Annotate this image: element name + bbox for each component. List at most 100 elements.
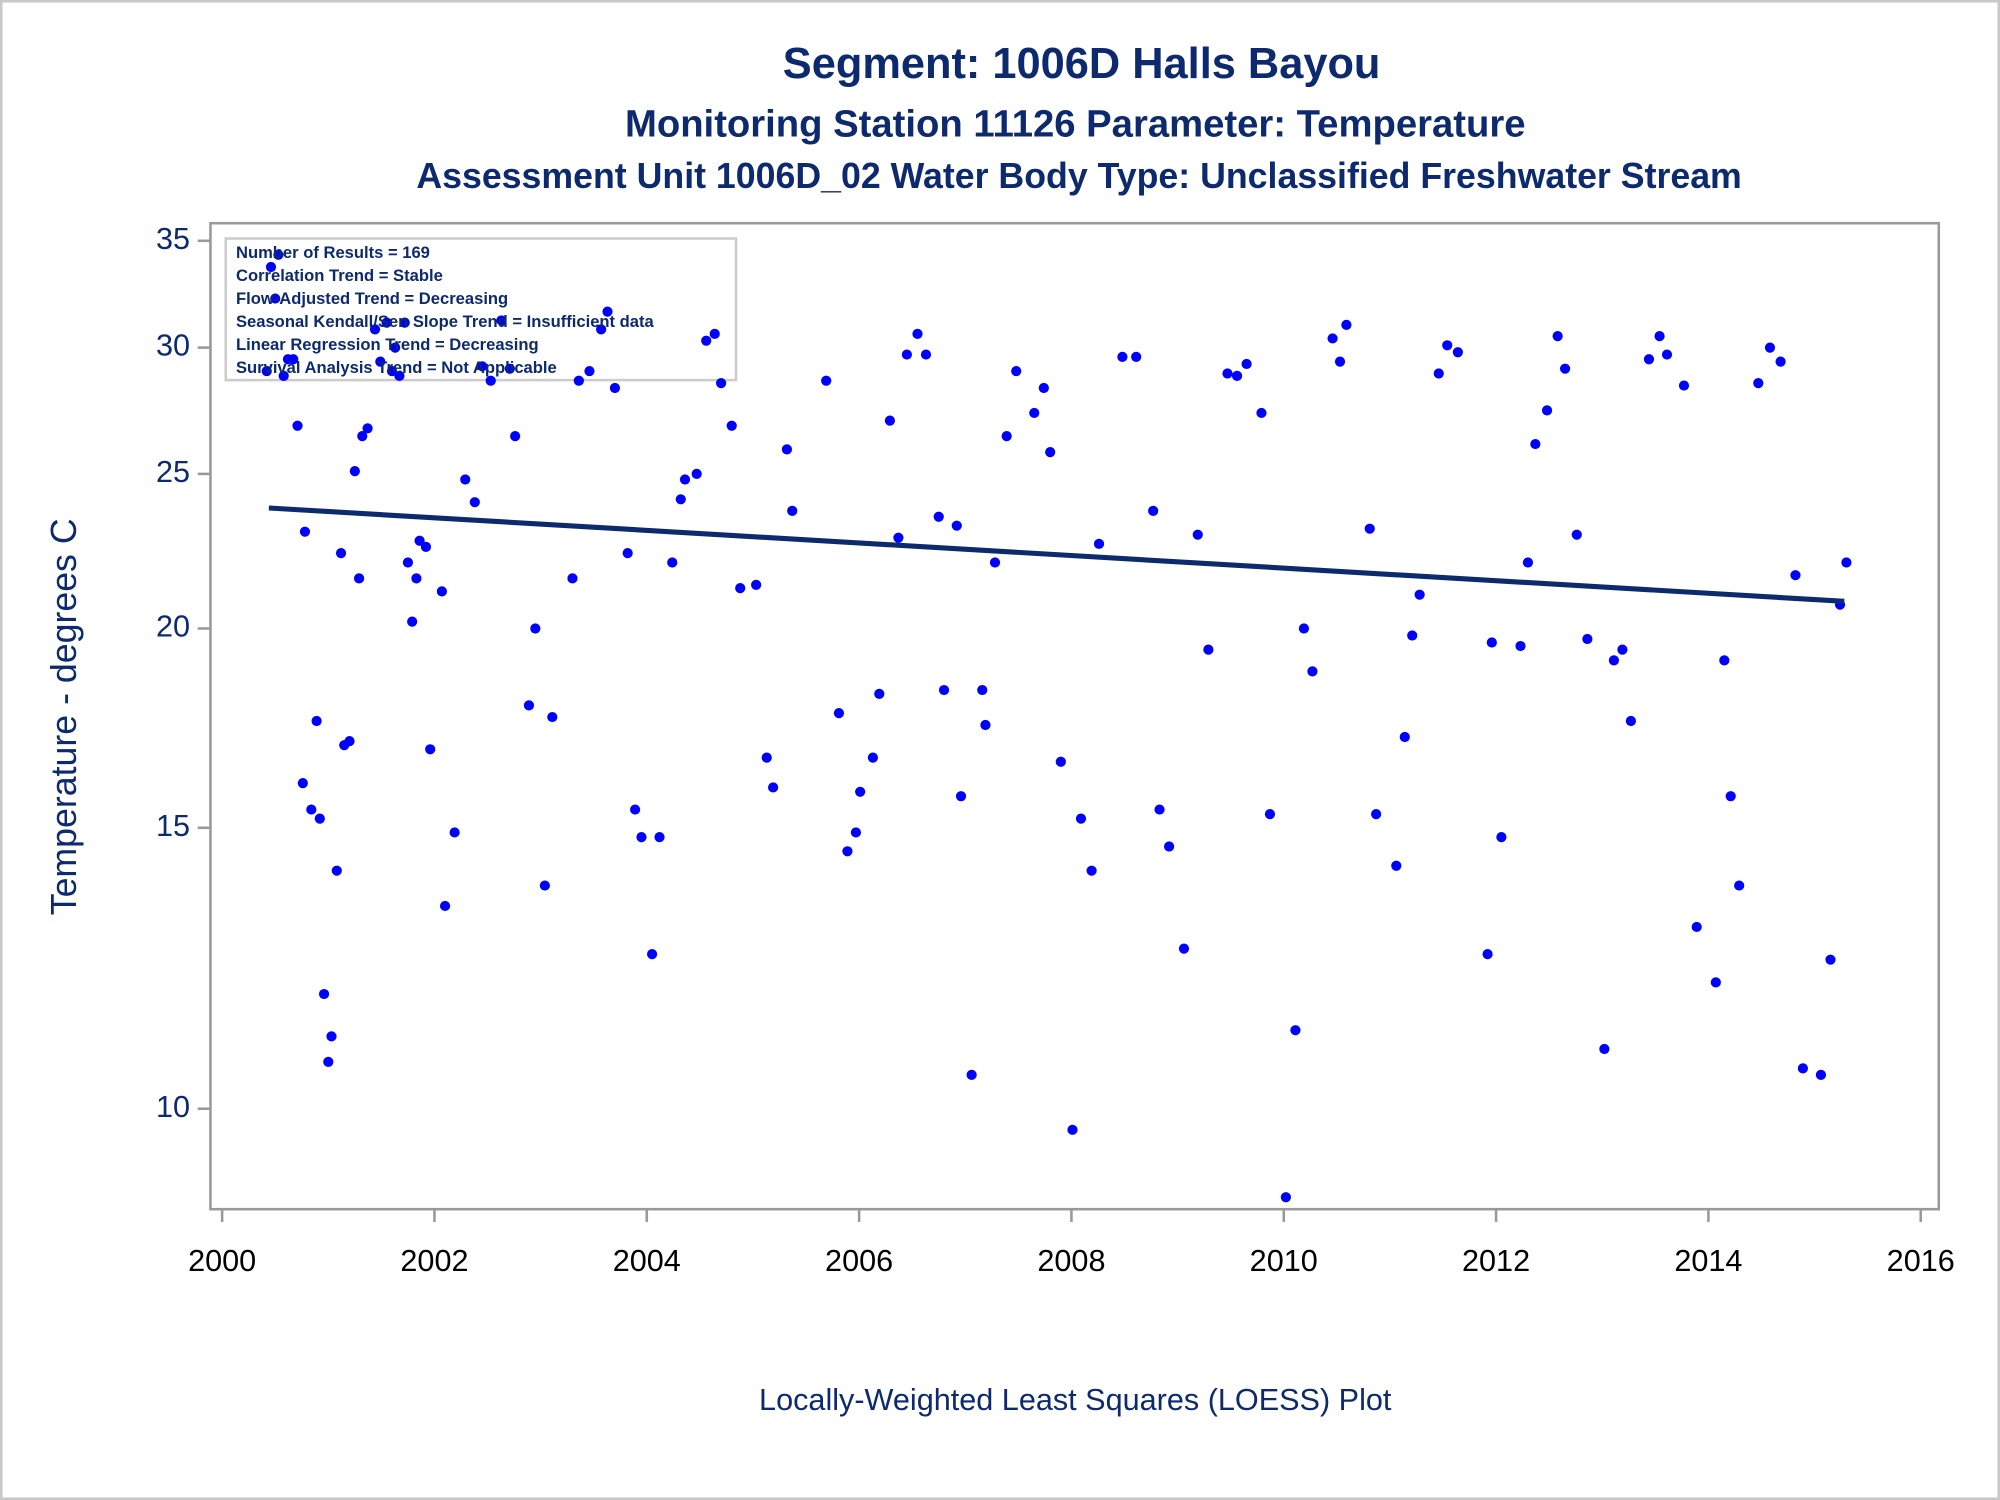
data-point [1452, 347, 1463, 358]
data-point [390, 342, 401, 353]
data-point [630, 804, 641, 815]
data-point [265, 261, 277, 273]
data-point [1093, 538, 1105, 549]
data-point [1086, 865, 1097, 876]
data-point [1067, 1124, 1078, 1135]
data-point [1371, 808, 1382, 820]
data-point [735, 583, 746, 594]
data-point [1725, 791, 1736, 802]
data-point [874, 688, 885, 699]
chart-subtitle: Assessment Unit 1006D_02 Water Body Type… [416, 156, 1741, 196]
data-point [278, 370, 289, 381]
data-point [667, 557, 678, 568]
data-point [1515, 640, 1526, 652]
data-point [1203, 644, 1214, 655]
data-point [1341, 319, 1352, 330]
data-point [386, 365, 398, 377]
annotation: Flow-Adjusted Trend = Decreasing [236, 289, 508, 308]
data-point [1045, 446, 1056, 458]
data-point [1552, 331, 1563, 342]
data-point [1241, 358, 1252, 370]
data-point [966, 1069, 977, 1081]
data-point [636, 832, 647, 843]
data-point [1571, 529, 1582, 540]
data-point [1678, 380, 1690, 391]
data-point [292, 420, 303, 431]
x-tick-label: 2000 [188, 1244, 256, 1278]
data-point [1691, 921, 1702, 933]
data-point [326, 1031, 337, 1042]
data-point [331, 865, 342, 876]
annotation-box [224, 237, 738, 382]
data-point [1753, 378, 1764, 389]
x-tick-label: 2002 [400, 1244, 468, 1278]
x-tick-label: 2014 [1674, 1244, 1742, 1278]
y-axis-label: Temperature - degrees C [44, 518, 84, 915]
data-point [1482, 949, 1493, 960]
data-point [381, 317, 392, 328]
data-point [1231, 370, 1243, 381]
footnote: Locally-Weighted Least Squares (LOESS) P… [759, 1383, 1392, 1417]
data-point [369, 324, 381, 335]
data-point [1154, 804, 1165, 815]
data-point [787, 505, 798, 517]
annotation: Linear Regression Trend = Decreasing [236, 335, 539, 354]
data-point [573, 375, 584, 386]
data-point [1541, 405, 1553, 416]
data-point [1131, 351, 1142, 362]
data-point [1334, 356, 1346, 367]
data-point [394, 370, 405, 381]
data-point [1264, 808, 1276, 820]
x-tick-label: 2010 [1250, 1244, 1318, 1278]
data-point [675, 494, 686, 505]
data-point [539, 880, 550, 891]
data-point [477, 361, 488, 372]
trend-line [268, 505, 1845, 604]
chart-subtitle: Monitoring Station 11126 Parameter: Temp… [625, 102, 1526, 145]
plot-frame [209, 221, 1941, 1211]
data-point [761, 752, 772, 763]
y-tick-label: 10 [156, 1090, 190, 1124]
data-point [1290, 1025, 1301, 1036]
data-point [884, 415, 895, 426]
data-point [349, 466, 360, 477]
data-point [751, 579, 762, 590]
data-point [1764, 342, 1776, 353]
data-point [602, 306, 613, 317]
data-point [1433, 368, 1444, 379]
data-point [273, 249, 284, 260]
annotation: Number of Results = 169 [236, 243, 430, 262]
data-point [938, 684, 950, 696]
data-point [311, 715, 322, 727]
data-point [596, 324, 607, 335]
data-point [701, 335, 712, 346]
data-point [1407, 630, 1418, 641]
annotation: Seasonal Kendall/Sen Slope Trend = Insuf… [236, 312, 655, 331]
data-point [299, 526, 311, 537]
data-point [1797, 1063, 1808, 1074]
data-point [1530, 438, 1541, 450]
chart-title: Segment: 1006D Halls Bayou [783, 40, 1381, 88]
data-point [1775, 356, 1786, 367]
data-point [1178, 943, 1190, 954]
data-point [306, 804, 317, 815]
data-point [1011, 365, 1022, 377]
data-point [1486, 637, 1497, 648]
data-point [362, 423, 373, 434]
data-point [411, 573, 422, 584]
annotation: Survival Analysis Trend = Not Applicable [236, 358, 557, 377]
data-point [609, 382, 621, 394]
y-tick-label: 15 [156, 809, 190, 843]
x-tick-label: 2012 [1462, 1244, 1530, 1278]
data-point [436, 586, 447, 597]
data-point [530, 623, 541, 634]
data-point [439, 900, 451, 912]
data-point [679, 474, 691, 485]
data-point [901, 349, 912, 360]
data-point [850, 827, 862, 838]
x-tick-label: 2016 [1887, 1244, 1955, 1278]
data-point [1625, 715, 1637, 727]
data-point [980, 719, 991, 731]
